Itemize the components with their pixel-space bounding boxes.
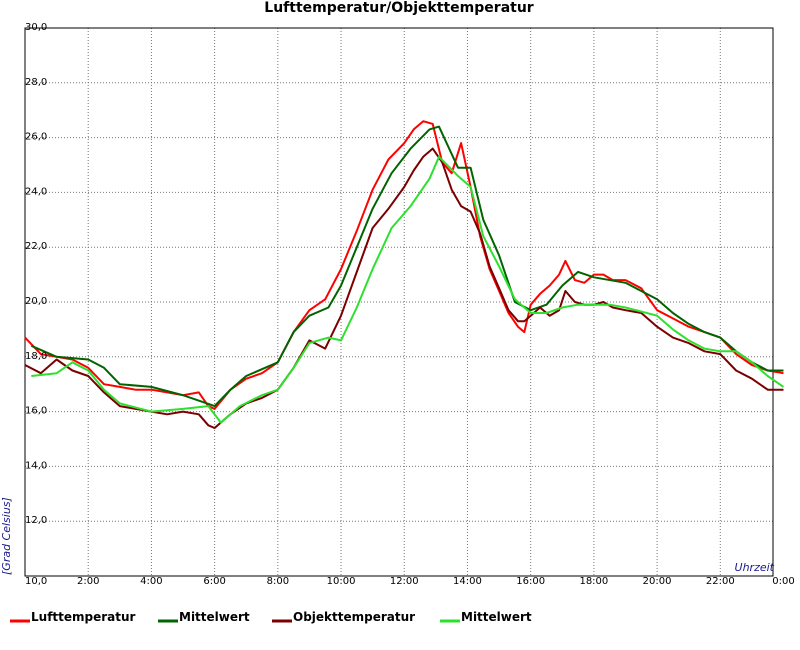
x-tick-label: 8:00 [267,576,289,587]
legend-label: Objekttemperatur [293,610,415,624]
series-line-4 [31,155,785,424]
grid [25,28,773,576]
plot-frame [24,27,774,577]
legend: Lufttemperatur Mittelwert Objekttemperatur… [10,610,532,624]
x-tick-label: 22:00 [706,576,735,587]
y-tick-label: 12,0 [25,515,47,526]
x-tick-label: 16:00 [516,576,545,587]
x-tick-label: 12:00 [390,576,419,587]
x-tick-label: 2:00 [77,576,99,587]
y-tick-label: 26,0 [25,132,47,143]
x-tick-label: 14:00 [453,576,482,587]
legend-label: Mittelwert [179,610,250,624]
y-tick-label: 20,0 [25,296,47,307]
chart-title: Lufttemperatur/Objekttemperatur [264,0,534,16]
y-tick-label: 18,0 [25,351,47,362]
y-tick-label: 24,0 [25,186,47,197]
y-tick-label: 14,0 [25,460,47,471]
x-tick-label: 4:00 [140,576,162,587]
y-tick-label: 16,0 [25,406,47,417]
y-tick-label: 28,0 [25,77,47,88]
x-tick-label: 10:00 [327,576,356,587]
x-tick-label: 0:00 [772,576,794,587]
legend-label: Mittelwert [461,610,532,624]
series-line-3 [24,147,784,429]
y-tick-label: 22,0 [25,241,47,252]
ticks: 12,0 14,0 16,0 18,0 20,0 22,0 24,0 26,0 28,0 30,0… [25,22,795,587]
legend-label: Lufttemperatur [31,610,136,624]
x-tick-label: 6:00 [203,576,225,587]
y-axis-label: [Grad Celsius] [0,497,13,575]
x-tick-label: 10,0 [25,576,47,587]
x-tick-label: 20:00 [643,576,672,587]
y-tick-label: 30,0 [25,22,47,33]
series-layer [24,120,785,429]
series-line-2 [30,125,784,408]
x-tick-label: 18:00 [579,576,608,587]
x-axis-label: Uhrzeit [735,561,775,574]
